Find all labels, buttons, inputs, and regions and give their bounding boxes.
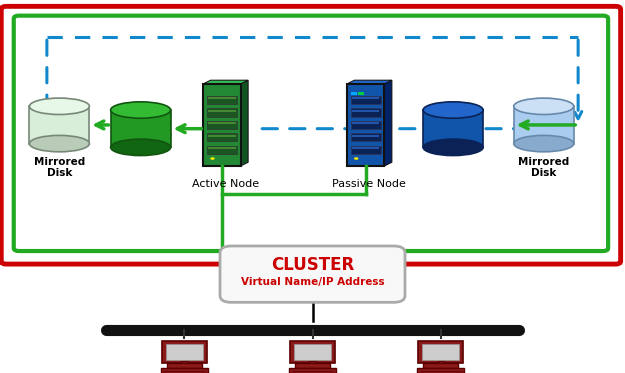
Bar xyxy=(352,135,379,137)
Bar xyxy=(111,110,171,147)
Text: Mirrored
Disk: Mirrored Disk xyxy=(34,157,85,178)
Bar xyxy=(347,84,384,166)
Bar xyxy=(207,121,237,129)
Polygon shape xyxy=(384,80,392,166)
Bar xyxy=(514,106,574,144)
Ellipse shape xyxy=(514,98,574,115)
Text: Active Node: Active Node xyxy=(192,179,259,189)
Bar xyxy=(296,363,330,368)
Bar xyxy=(289,368,336,373)
Bar xyxy=(208,97,236,99)
Bar xyxy=(290,341,335,363)
Bar xyxy=(438,361,444,365)
Bar xyxy=(351,146,381,154)
Text: Virtual Name/IP Address: Virtual Name/IP Address xyxy=(241,277,384,286)
Bar xyxy=(208,147,236,149)
Text: CLUSTER: CLUSTER xyxy=(271,256,354,274)
Bar xyxy=(351,92,357,95)
Ellipse shape xyxy=(514,135,574,152)
Ellipse shape xyxy=(354,157,359,160)
Bar xyxy=(162,341,207,363)
Text: Mirrored
Disk: Mirrored Disk xyxy=(518,157,569,178)
Bar xyxy=(351,133,381,141)
Bar xyxy=(208,110,236,112)
Bar xyxy=(309,361,316,365)
Ellipse shape xyxy=(423,102,483,118)
Bar xyxy=(203,84,241,166)
Bar xyxy=(181,361,188,365)
Bar xyxy=(423,110,483,147)
Bar xyxy=(352,147,379,149)
Bar xyxy=(161,368,208,373)
Text: Passive Node: Passive Node xyxy=(332,179,406,189)
Bar xyxy=(351,96,381,104)
Bar xyxy=(418,368,464,373)
FancyBboxPatch shape xyxy=(1,6,621,264)
Ellipse shape xyxy=(210,157,215,160)
Bar xyxy=(167,363,201,368)
Ellipse shape xyxy=(111,102,171,118)
Polygon shape xyxy=(203,80,248,84)
Bar xyxy=(166,344,202,360)
Bar xyxy=(294,344,331,360)
Bar xyxy=(29,106,89,144)
Ellipse shape xyxy=(29,135,89,152)
Bar xyxy=(422,344,459,360)
Bar xyxy=(207,109,237,117)
Polygon shape xyxy=(241,80,248,166)
Polygon shape xyxy=(347,80,392,84)
Ellipse shape xyxy=(423,139,483,156)
Bar xyxy=(352,110,379,112)
FancyBboxPatch shape xyxy=(220,246,405,302)
Bar xyxy=(208,135,236,137)
Bar xyxy=(358,92,364,95)
Bar xyxy=(418,341,463,363)
Bar xyxy=(424,363,458,368)
Bar xyxy=(351,121,381,129)
Bar xyxy=(207,96,237,104)
Ellipse shape xyxy=(111,139,171,156)
Bar xyxy=(352,122,379,124)
Bar xyxy=(208,122,236,124)
Bar xyxy=(351,109,381,117)
Ellipse shape xyxy=(29,98,89,115)
Bar xyxy=(207,146,237,154)
Bar xyxy=(352,97,379,99)
Bar xyxy=(207,133,237,141)
